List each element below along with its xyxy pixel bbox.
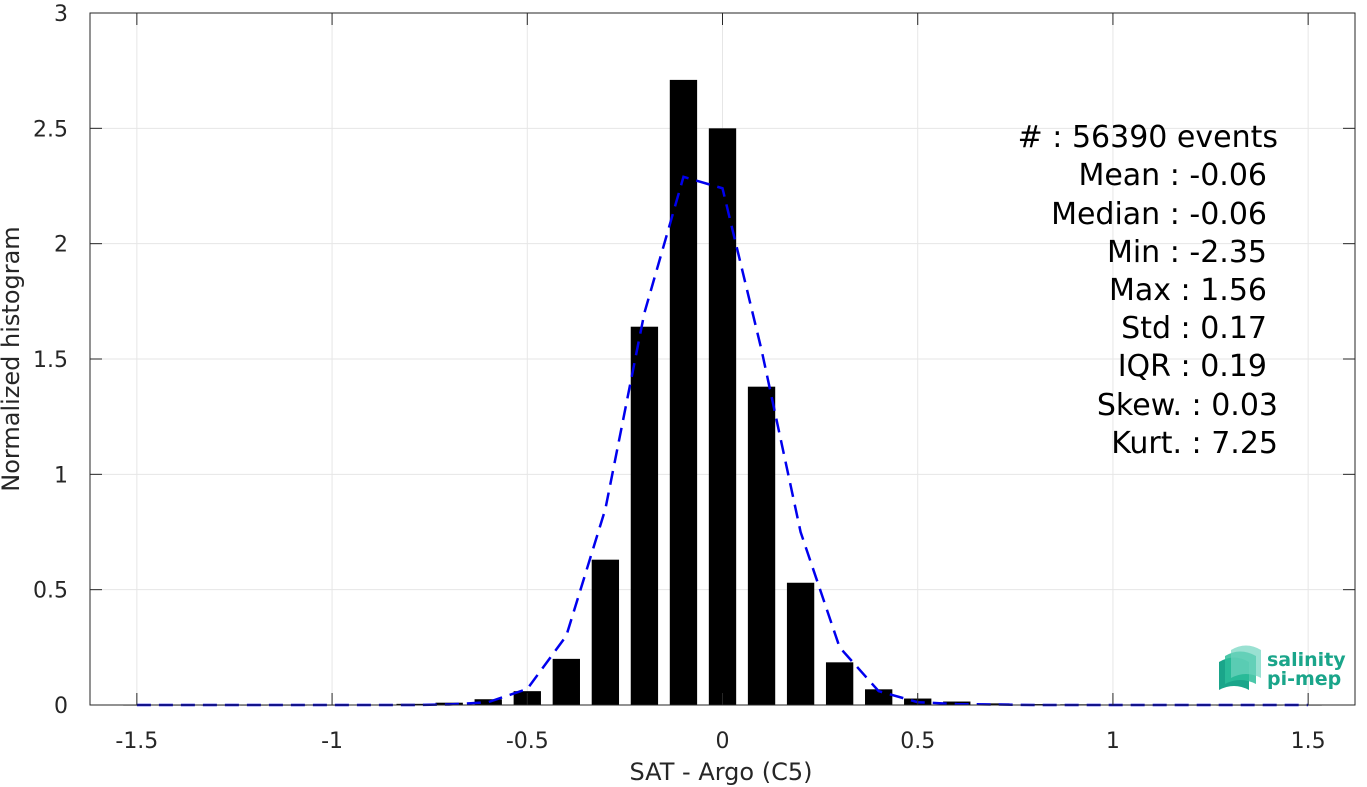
stat-median: Median : -0.06 <box>1051 197 1267 232</box>
histogram-bar <box>591 559 620 705</box>
stat-iqr: IQR : 0.19 <box>1118 349 1267 384</box>
histogram-bar <box>669 79 698 706</box>
stat-min: Min : -2.35 <box>1107 235 1267 270</box>
histogram-bar <box>865 689 893 705</box>
histogram-bar <box>630 326 659 705</box>
x-tick-label: 1 <box>1106 729 1120 754</box>
histogram-bars <box>123 79 1322 706</box>
histogram-bar <box>786 582 815 705</box>
stat-mean: Mean : -0.06 <box>1078 158 1267 193</box>
stat-kurt: Kurt. : 7.25 <box>1111 426 1278 461</box>
stat-skew: Skew. : 0.03 <box>1097 388 1278 423</box>
y-tick-label: 1.5 <box>33 348 68 373</box>
y-tick-labels: 0 0.5 1 1.5 2 2.5 3 <box>33 2 68 719</box>
x-tick-label: -1 <box>321 729 343 754</box>
y-tick-label: 3 <box>54 2 68 27</box>
y-tick-label: 2 <box>54 233 68 258</box>
x-tick-label: 0 <box>716 729 730 754</box>
x-axis-label: SAT - Argo (C5) <box>630 758 813 786</box>
histogram-bar <box>708 128 737 706</box>
y-tick-label: 0.5 <box>33 579 68 604</box>
salinity-pimep-logo: salinity pi-mep <box>1219 645 1346 690</box>
x-tick-labels: -1.5 -1 -0.5 0 0.5 1 1.5 <box>115 729 1325 754</box>
axis-ticks <box>90 12 1355 706</box>
histogram-bar <box>982 703 1010 705</box>
logo-waves-icon <box>1219 645 1261 690</box>
y-tick-label: 1 <box>54 463 68 488</box>
x-tick-label: 0.5 <box>900 729 935 754</box>
stat-max: Max : 1.56 <box>1109 273 1267 308</box>
histogram-bar <box>825 662 854 705</box>
stat-count: # : 56390 events <box>1018 120 1278 155</box>
histogram-bar <box>552 658 580 705</box>
y-tick-label: 0 <box>54 694 68 719</box>
histogram-bar <box>747 386 776 705</box>
x-tick-label: 1.5 <box>1291 729 1326 754</box>
histogram-bar <box>474 699 502 705</box>
logo-text-salinity: salinity <box>1267 649 1346 671</box>
stat-std: Std : 0.17 <box>1121 311 1267 346</box>
y-axis-label: Normalized histogram <box>0 226 25 491</box>
statistics-annotation: # : 56390 events Mean : -0.06 Median : -… <box>1018 120 1278 461</box>
logo-text-pimep: pi-mep <box>1267 668 1341 690</box>
x-tick-label: -1.5 <box>115 729 158 754</box>
y-tick-label: 2.5 <box>33 117 68 142</box>
x-tick-label: -0.5 <box>506 729 549 754</box>
